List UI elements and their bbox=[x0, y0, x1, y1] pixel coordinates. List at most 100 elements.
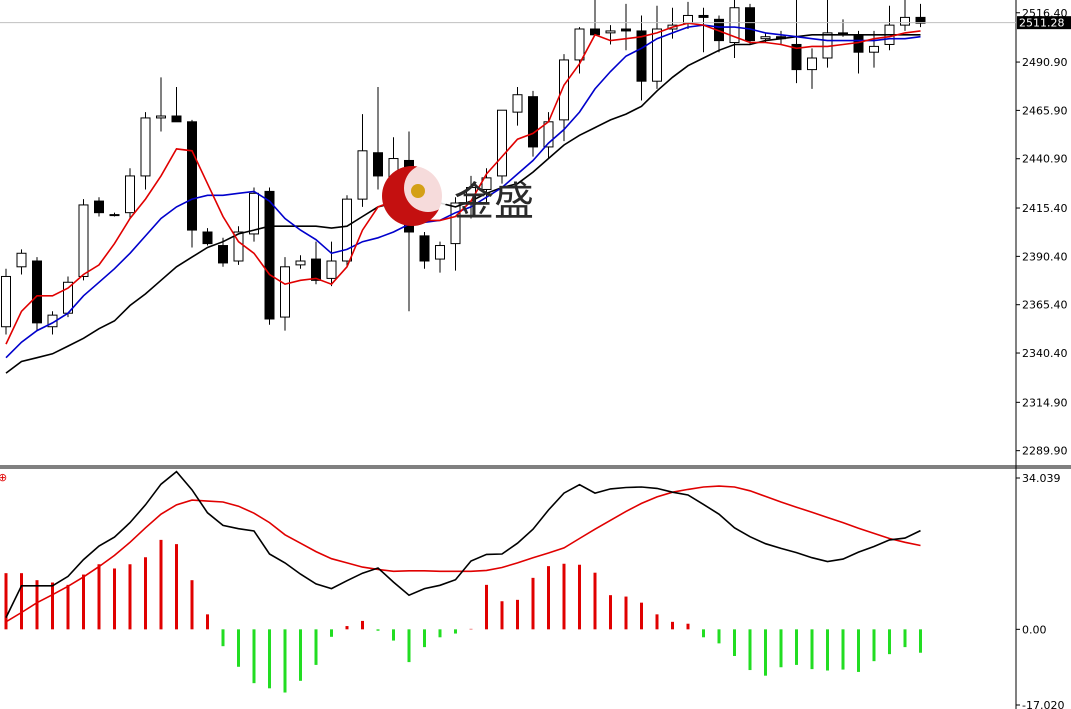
price-tick-label: 2340.40 bbox=[1022, 347, 1068, 360]
candle-body-up bbox=[466, 187, 476, 204]
candle-body-up bbox=[652, 28, 662, 82]
candle bbox=[512, 87, 523, 126]
candle bbox=[94, 197, 104, 217]
candle bbox=[574, 27, 585, 74]
logo-crescent-inner bbox=[404, 164, 452, 212]
macd-axis: 34.039 0.00 -17.020 bbox=[1016, 472, 1064, 709]
macd-lines bbox=[5, 470, 921, 623]
candle bbox=[621, 3, 631, 51]
candle-body-up bbox=[78, 204, 89, 277]
candle-body-up bbox=[512, 94, 523, 113]
current-price-tag: 2511.28 bbox=[0, 16, 1071, 30]
candle bbox=[497, 109, 507, 184]
candle bbox=[528, 90, 538, 157]
candle-body-up bbox=[357, 150, 368, 200]
candle bbox=[745, 3, 755, 45]
candle bbox=[280, 257, 290, 331]
candle bbox=[295, 255, 306, 269]
price-tick-label: 2465.90 bbox=[1022, 104, 1068, 117]
candle-body-up bbox=[233, 231, 244, 262]
candle-body-down bbox=[311, 258, 321, 281]
candle bbox=[807, 48, 817, 89]
ma-slow-line bbox=[5, 33, 921, 374]
candle-body-up bbox=[156, 115, 166, 119]
candle-body-up bbox=[574, 28, 585, 61]
candle bbox=[326, 241, 337, 287]
candle-body-up bbox=[140, 117, 151, 177]
candle-body-up bbox=[605, 30, 616, 34]
candle-body-up bbox=[450, 202, 461, 245]
candle bbox=[187, 119, 197, 248]
macd-tick-label: 0.00 bbox=[1022, 623, 1047, 636]
candle bbox=[357, 114, 368, 207]
watermark-logo: 金盛 bbox=[382, 164, 534, 226]
candle bbox=[419, 232, 430, 269]
candle-body-up bbox=[1, 275, 11, 328]
candle-body-down bbox=[698, 14, 709, 18]
candle bbox=[16, 249, 27, 275]
candle-body-up bbox=[109, 214, 120, 217]
macd-tick-label: 34.039 bbox=[1022, 472, 1061, 485]
price-tick-label: 2415.40 bbox=[1022, 202, 1068, 215]
indicator-marker: ⊕ bbox=[0, 471, 7, 484]
candle-body-up bbox=[326, 260, 337, 279]
watermark-text: 金盛 bbox=[454, 179, 534, 225]
candle-body-up bbox=[249, 192, 259, 235]
candle bbox=[435, 241, 445, 273]
candle-body-up bbox=[683, 14, 693, 24]
candle-body-up bbox=[869, 45, 879, 53]
candle-body-up bbox=[729, 7, 740, 44]
price-tick-label: 2289.90 bbox=[1022, 445, 1068, 458]
price-tick-label: 2440.90 bbox=[1022, 153, 1068, 166]
candle bbox=[342, 195, 352, 267]
candle-body-down bbox=[419, 235, 430, 262]
candle-body-up bbox=[807, 57, 817, 71]
candle-body-up bbox=[342, 198, 352, 262]
macd-line bbox=[5, 470, 921, 618]
logo-gold-dot bbox=[411, 184, 425, 198]
candle bbox=[652, 5, 662, 89]
candle bbox=[900, 0, 910, 31]
candle bbox=[729, 0, 740, 58]
candle-body-down bbox=[745, 7, 755, 42]
candle-body-up bbox=[295, 260, 306, 266]
candle bbox=[32, 257, 42, 331]
candle-body-up bbox=[559, 59, 569, 121]
candle-body-down bbox=[373, 152, 383, 177]
candle bbox=[1, 268, 11, 335]
current-price-badge bbox=[1017, 16, 1071, 30]
candle bbox=[466, 175, 476, 219]
candle bbox=[156, 77, 166, 132]
candle-body-down bbox=[636, 30, 647, 82]
candle-body-up bbox=[280, 266, 290, 318]
candle bbox=[63, 276, 73, 318]
candle bbox=[264, 187, 275, 325]
candle bbox=[249, 187, 259, 242]
current-price-label: 2511.28 bbox=[1019, 17, 1065, 30]
candle bbox=[636, 15, 647, 101]
price-axis: 2516.402490.902465.902440.902415.402390.… bbox=[1016, 7, 1068, 458]
candle-body-down bbox=[171, 115, 182, 123]
candle bbox=[233, 226, 244, 265]
candle-body-down bbox=[218, 245, 228, 264]
candle-body-up bbox=[16, 252, 27, 268]
candle bbox=[202, 228, 213, 246]
candle bbox=[125, 168, 135, 219]
price-tick-label: 2390.40 bbox=[1022, 250, 1068, 263]
candle bbox=[559, 54, 569, 142]
candle bbox=[140, 112, 151, 190]
candle-body-down bbox=[528, 96, 538, 148]
candle-body-down bbox=[621, 28, 631, 32]
candle bbox=[450, 197, 461, 271]
candle-body-down bbox=[590, 28, 600, 36]
candle bbox=[791, 0, 802, 84]
macd-histogram bbox=[4, 539, 922, 693]
candle-body-up bbox=[125, 175, 135, 214]
candle bbox=[915, 3, 926, 28]
candle bbox=[171, 87, 182, 123]
candle-body-up bbox=[481, 177, 492, 190]
candle bbox=[109, 212, 120, 217]
candle-body-down bbox=[915, 16, 926, 24]
candle bbox=[218, 237, 228, 267]
